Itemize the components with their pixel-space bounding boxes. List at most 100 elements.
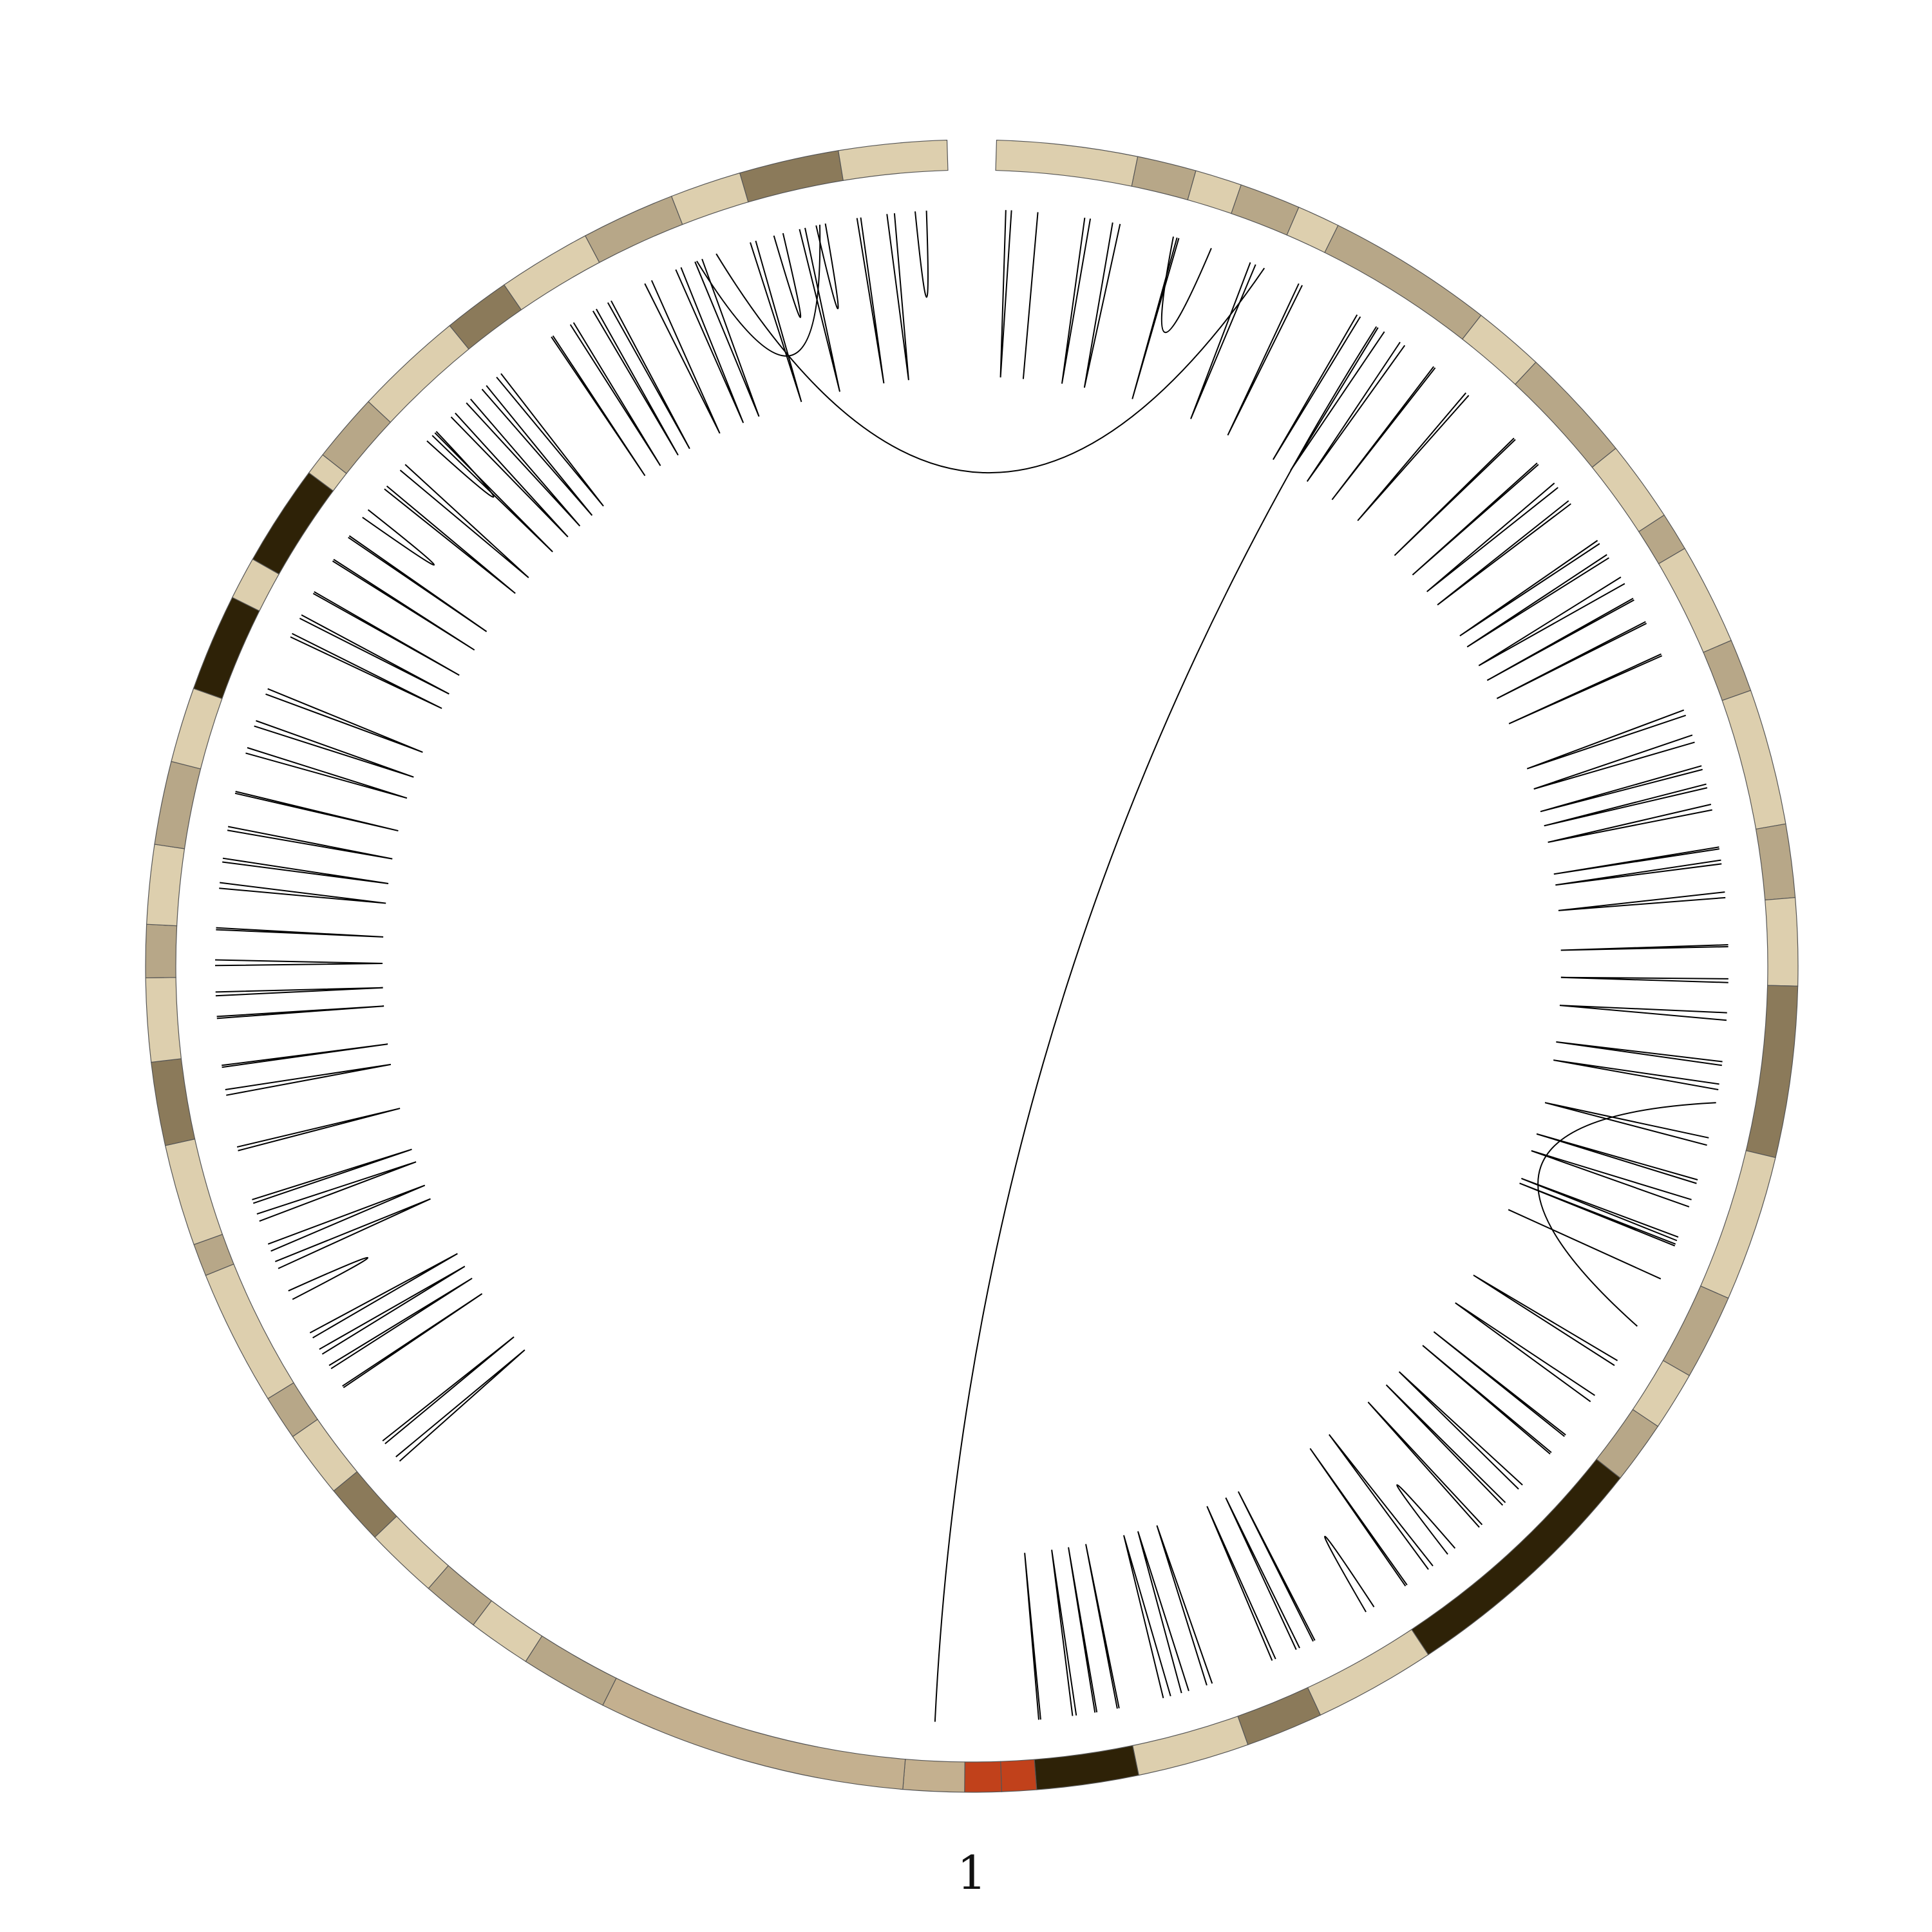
ideogram-band-gneg <box>1133 1716 1248 1776</box>
ideogram-band-gvar <box>903 1759 965 1792</box>
link-curve <box>1520 1183 1676 1245</box>
ideogram-band-gneg <box>1659 549 1732 652</box>
link-curve <box>1558 892 1725 911</box>
link-curve <box>222 858 388 884</box>
ideogram-band-gneg <box>1308 1629 1428 1715</box>
ideogram-band-gneg <box>147 844 185 926</box>
link-curve <box>289 1258 368 1300</box>
link-curve <box>1556 1042 1722 1065</box>
link-curve <box>695 259 759 417</box>
link-curve <box>1238 1492 1315 1642</box>
link-curve <box>268 1186 424 1251</box>
ideogram-band-gpos25 <box>155 761 200 849</box>
link-curve <box>1001 210 1012 377</box>
link-curve <box>252 1150 412 1204</box>
link-curve <box>1437 501 1571 605</box>
link-curve <box>1538 1103 1716 1326</box>
chromosome-ideogram <box>146 140 1798 1792</box>
link-curve <box>1544 784 1707 826</box>
link-curve <box>1227 283 1302 435</box>
link-curve <box>1473 1275 1618 1365</box>
link-curve <box>1434 1332 1566 1437</box>
link-curve <box>400 464 528 578</box>
ideogram-band-acen <box>1001 1759 1037 1792</box>
link-curve <box>432 433 553 552</box>
ideogram-band-gneg <box>1592 448 1664 531</box>
link-curve <box>1025 1553 1041 1719</box>
ideogram-band-gneg <box>205 1264 294 1399</box>
link-curve <box>384 486 515 594</box>
link-curve <box>466 399 580 526</box>
link-curve <box>1534 735 1695 789</box>
link-curve <box>217 1006 384 1018</box>
ideogram-band-gpos25 <box>1663 1286 1728 1376</box>
ideogram-band-gpos50 <box>740 151 844 202</box>
link-curve <box>1023 212 1038 379</box>
link-curve <box>1555 860 1721 886</box>
ideogram-band-gvar <box>603 1678 905 1790</box>
link-curve <box>451 413 567 536</box>
link-curve <box>1460 540 1600 636</box>
link-curve <box>915 211 928 297</box>
ideogram-band-gneg <box>146 978 181 1063</box>
ideogram-band-gneg <box>838 140 948 181</box>
link-curve <box>265 689 422 752</box>
link-curve <box>608 301 690 449</box>
link-curve <box>1423 1345 1551 1454</box>
link-curve <box>235 791 398 831</box>
link-curve <box>1399 1372 1523 1489</box>
ideogram-band-gneg <box>996 140 1138 187</box>
ideogram-band-gpos25 <box>1231 185 1299 235</box>
link-curve <box>216 988 383 996</box>
link-curve <box>857 218 884 384</box>
link-curve <box>245 748 406 798</box>
link-curve <box>290 634 442 708</box>
ideogram-band-gpos25 <box>1132 156 1196 200</box>
link-curve <box>216 928 383 937</box>
link-curve <box>1554 847 1719 874</box>
link-curve <box>482 386 592 516</box>
ideogram-band-gneg <box>1765 898 1798 987</box>
link-curve <box>1062 218 1090 384</box>
link-curve <box>935 327 1376 1722</box>
link-curve <box>645 280 719 433</box>
chromosome-label: 1 <box>957 1846 987 1900</box>
link-curve <box>774 233 801 317</box>
link-curve <box>427 431 494 497</box>
link-curve <box>1508 1209 1661 1279</box>
link-curve <box>1455 1303 1595 1401</box>
link-curve <box>1157 1526 1212 1685</box>
link-curve <box>319 1266 465 1354</box>
ideogram-band-gpos100 <box>194 598 260 699</box>
ideogram-band-gneg <box>1722 690 1786 829</box>
link-curve <box>254 721 414 777</box>
link-curve <box>1561 978 1728 983</box>
link-curve <box>1427 483 1558 592</box>
link-curve <box>222 1044 388 1067</box>
link-tracks <box>215 210 1728 1721</box>
ideogram-band-gpos25 <box>1703 640 1751 700</box>
ideogram-band-gpos50 <box>151 1059 195 1146</box>
ideogram-band-gpos25 <box>526 1636 616 1705</box>
ideogram-band-gneg <box>1701 1151 1776 1298</box>
link-curve <box>215 960 383 965</box>
link-curve <box>1527 710 1685 769</box>
link-curve <box>1084 223 1120 388</box>
link-curve <box>1509 654 1662 724</box>
link-curve <box>1162 236 1211 332</box>
link-curve <box>1548 804 1712 842</box>
link-curve <box>383 1337 514 1444</box>
link-curve <box>1387 1385 1506 1505</box>
link-curve <box>227 826 392 858</box>
link-curve <box>1537 1134 1698 1184</box>
link-curve <box>275 1199 430 1269</box>
link-curve <box>1358 393 1468 520</box>
ideogram-band-gpos25 <box>146 924 177 978</box>
link-curve <box>1560 1005 1727 1020</box>
link-curve <box>716 254 1264 473</box>
ideogram-band-gpos25 <box>1515 362 1616 467</box>
link-curve <box>1310 1448 1406 1586</box>
link-curve <box>219 882 386 903</box>
link-curve <box>225 1065 391 1095</box>
